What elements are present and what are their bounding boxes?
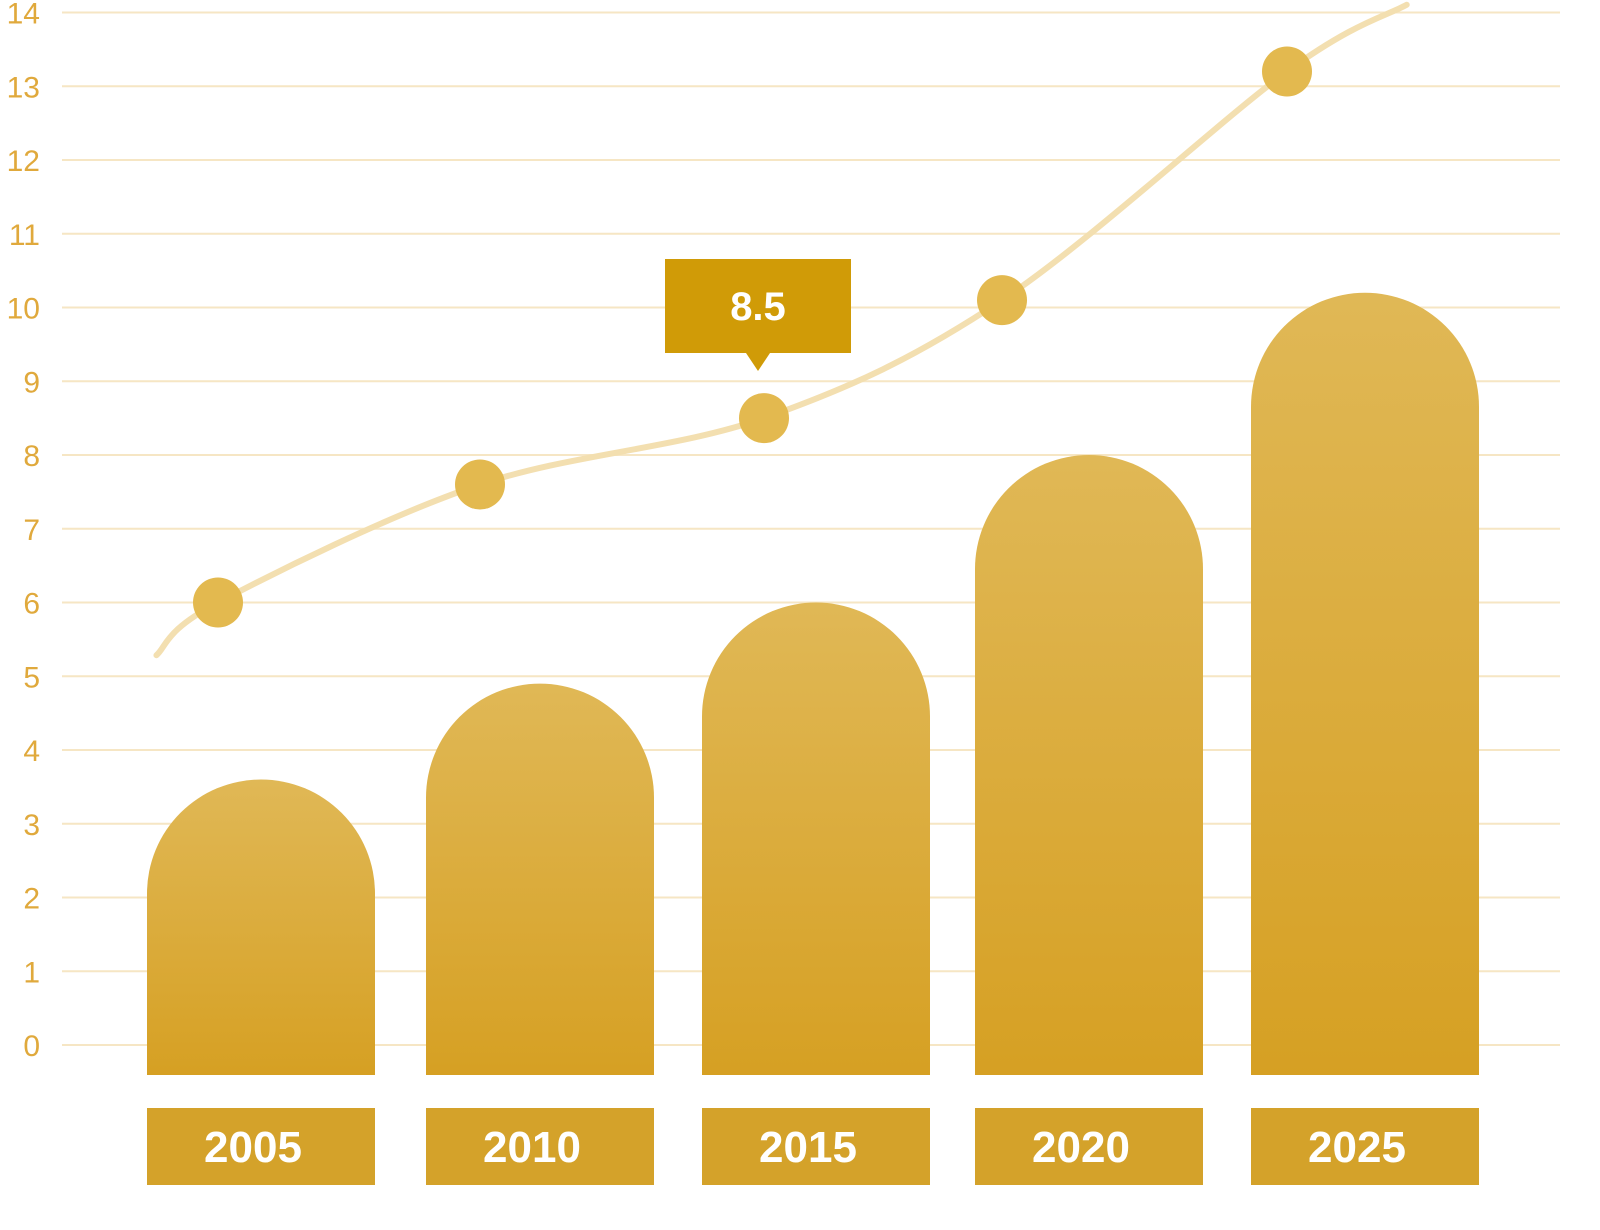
bar-2020 (975, 455, 1203, 1075)
category-box-2015 (702, 1108, 930, 1185)
category-box-2025 (1251, 1108, 1479, 1185)
bar-series (147, 292, 1479, 1075)
category-label-2010: 2010 (483, 1123, 581, 1172)
line-marker-2010 (455, 459, 505, 510)
y-tick-label: 0 (23, 1030, 40, 1063)
line-marker-2005 (193, 577, 243, 628)
bar-2015 (702, 602, 931, 1075)
y-tick-label: 1 (23, 956, 40, 989)
y-tick-label: 3 (23, 809, 40, 842)
category-label-2025: 2025 (1308, 1123, 1406, 1172)
y-tick-label: 8 (23, 440, 40, 473)
callout-label: 8.5 (730, 285, 786, 329)
y-tick-label: 13 (7, 71, 40, 104)
category-box-2020 (975, 1108, 1203, 1185)
callout-box (665, 259, 851, 371)
y-tick-label: 6 (23, 588, 40, 621)
bar-2010 (426, 683, 654, 1075)
y-tick-label: 2 (23, 883, 40, 916)
line-marker-2025 (1262, 46, 1312, 97)
line-marker-2015 (739, 393, 789, 444)
bar-2025 (1251, 292, 1479, 1075)
y-tick-label: 5 (23, 661, 40, 694)
category-label-2005: 2005 (204, 1123, 302, 1172)
category-label-2015: 2015 (759, 1123, 857, 1172)
y-tick-label: 9 (23, 366, 40, 399)
y-tick-label: 14 (7, 0, 40, 31)
line-series (153, 1, 1410, 659)
line-marker-2020 (977, 275, 1027, 326)
category-label-2020: 2020 (1032, 1123, 1130, 1172)
y-tick-label: 12 (7, 145, 40, 178)
category-box-2005 (147, 1108, 375, 1185)
y-tick-label: 4 (23, 735, 40, 768)
callout: 8.5 (665, 259, 851, 371)
x-axis: 2005 2010 2015 2020 2025 (147, 1108, 1479, 1185)
category-box-2010 (426, 1108, 654, 1185)
y-tick-label: 7 (23, 514, 40, 547)
bar-2005 (147, 779, 375, 1075)
y-tick-label: 10 (7, 293, 40, 326)
y-tick-label: 11 (9, 219, 40, 252)
